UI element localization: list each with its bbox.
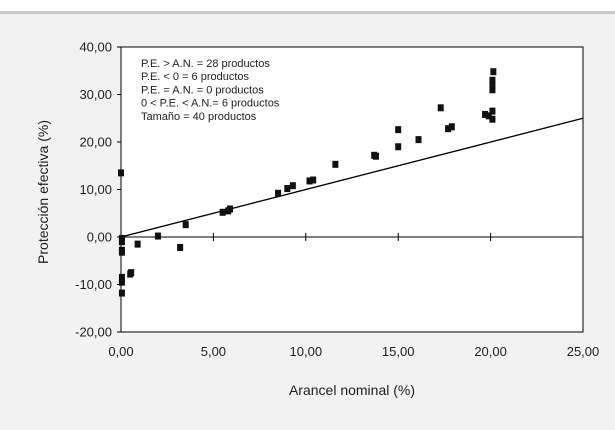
annotation-line: Tamaño = 40 productos	[141, 111, 257, 123]
data-point	[415, 136, 422, 144]
data-point	[118, 273, 125, 281]
annotation-line: P.E. > A.N. = 28 productos	[141, 58, 270, 70]
y-tick-label: 10,00	[79, 182, 112, 197]
x-tick-label: 20,00	[474, 344, 507, 359]
data-point	[128, 269, 135, 277]
annotation-line: P.E. = A.N. = 0 productos	[141, 84, 264, 96]
y-tick-label: -20,00	[75, 325, 112, 340]
annotation-line: 0 < P.E. < A.N.= 6 productos	[141, 98, 280, 110]
data-point	[489, 86, 496, 94]
y-axis-label: Protección efectiva (%)	[35, 120, 51, 264]
data-point	[489, 115, 496, 123]
data-point	[118, 238, 125, 246]
axes	[117, 46, 584, 333]
x-tick-label: 15,00	[382, 344, 415, 359]
data-point	[284, 185, 291, 193]
data-point	[177, 243, 184, 251]
data-point	[489, 107, 496, 115]
data-point	[227, 205, 234, 213]
annotation-line: P.E. < 0 = 6 productos	[141, 71, 250, 83]
x-tick-label: 10,00	[290, 344, 323, 359]
y-tick-label: -10,00	[75, 277, 112, 292]
data-point	[490, 68, 497, 76]
y-tick-label: 40,00	[79, 40, 112, 55]
data-point	[373, 152, 380, 160]
data-point	[118, 278, 125, 286]
data-points	[118, 68, 497, 297]
y-tick-label: 30,00	[79, 87, 112, 102]
data-point	[118, 248, 125, 256]
data-point	[134, 240, 141, 248]
data-point	[489, 76, 496, 84]
top-bar	[0, 0, 615, 6]
data-point	[219, 208, 226, 216]
data-point	[482, 110, 489, 118]
data-point	[445, 125, 452, 133]
data-point	[310, 176, 317, 184]
x-axis-label: Arancel nominal (%)	[289, 382, 415, 398]
data-point	[118, 169, 124, 177]
data-point	[448, 123, 455, 131]
data-point	[118, 289, 125, 297]
data-point	[485, 112, 492, 120]
data-point	[395, 126, 402, 134]
data-point	[182, 221, 189, 229]
data-point	[395, 143, 402, 151]
data-point	[489, 81, 496, 89]
x-tick-label: 25,00	[567, 344, 600, 359]
tick-labels: 40,00 30,00 20,00 10,00 0,00 -10,00 -20,00 0,00…	[75, 40, 599, 360]
y-tick-label: 20,00	[79, 135, 112, 150]
data-point	[437, 104, 444, 112]
plot-area	[120, 46, 584, 333]
data-point	[275, 189, 282, 197]
data-point	[306, 177, 313, 185]
data-point	[154, 232, 161, 240]
data-point	[332, 160, 339, 168]
x-tick-label: 5,00	[201, 344, 226, 359]
x-tick-label: 0,00	[108, 344, 133, 359]
data-point	[289, 182, 296, 190]
y-tick-label: 0,00	[87, 230, 112, 245]
reference-line	[120, 117, 584, 238]
